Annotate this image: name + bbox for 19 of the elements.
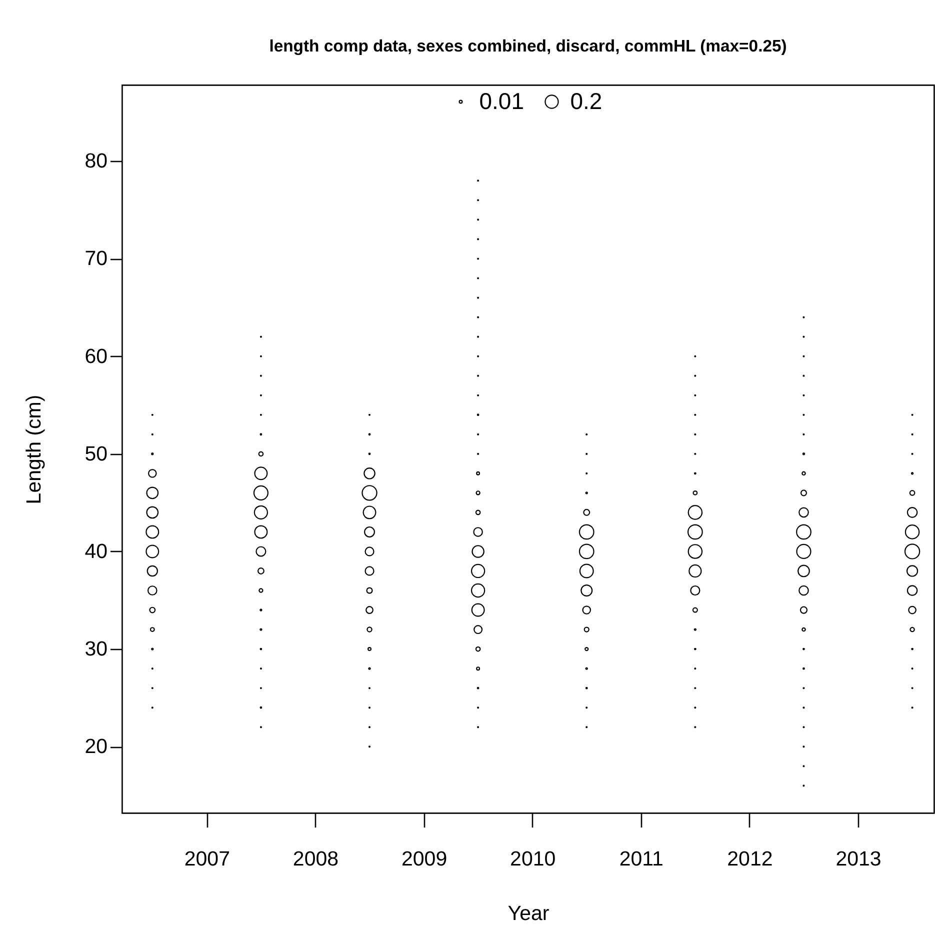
x-axis-title: Year [508, 902, 550, 925]
y-tick-label: 70 [84, 247, 108, 270]
y-tick-label: 50 [84, 442, 108, 466]
x-tick-label: 2008 [292, 848, 339, 870]
chart-title: length comp data, sexes combined, discard, commHL (max=0.25) [269, 36, 787, 56]
y-tick-label: 80 [84, 150, 108, 173]
legend-label: 0.2 [570, 88, 602, 114]
y-axis-title: Length (cm) [22, 394, 46, 504]
x-tick-label: 2010 [510, 848, 556, 870]
x-tick-label: 2013 [836, 848, 882, 870]
x-tick-label: 2009 [401, 848, 448, 870]
legend-label: 0.01 [479, 88, 524, 114]
y-tick-label: 40 [84, 540, 108, 563]
x-tick-label: 2011 [619, 848, 664, 870]
x-tick-label: 2012 [727, 848, 773, 870]
y-tick-label: 60 [84, 344, 108, 368]
x-tick-label: 2007 [184, 848, 230, 870]
y-tick-label: 20 [84, 735, 108, 758]
y-tick-label: 30 [84, 638, 108, 661]
